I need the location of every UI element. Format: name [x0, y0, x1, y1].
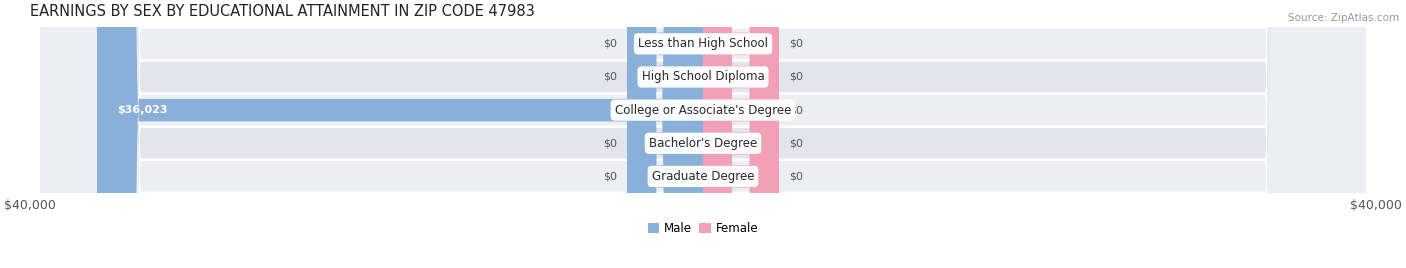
Text: $0: $0 — [603, 72, 617, 82]
Text: $0: $0 — [603, 138, 617, 148]
FancyBboxPatch shape — [703, 0, 779, 268]
FancyBboxPatch shape — [97, 0, 703, 268]
Text: $0: $0 — [603, 172, 617, 181]
FancyBboxPatch shape — [703, 0, 779, 268]
Text: $0: $0 — [789, 39, 803, 49]
Text: $36,023: $36,023 — [117, 105, 167, 115]
FancyBboxPatch shape — [41, 0, 1365, 268]
FancyBboxPatch shape — [703, 0, 779, 268]
FancyBboxPatch shape — [41, 0, 1365, 268]
FancyBboxPatch shape — [627, 0, 703, 268]
Text: Bachelor's Degree: Bachelor's Degree — [650, 137, 756, 150]
FancyBboxPatch shape — [41, 0, 1365, 268]
Text: Source: ZipAtlas.com: Source: ZipAtlas.com — [1288, 13, 1399, 23]
Text: $0: $0 — [789, 138, 803, 148]
Text: $0: $0 — [789, 172, 803, 181]
Text: Graduate Degree: Graduate Degree — [652, 170, 754, 183]
Text: $0: $0 — [603, 39, 617, 49]
Text: High School Diploma: High School Diploma — [641, 70, 765, 84]
FancyBboxPatch shape — [41, 0, 1365, 268]
FancyBboxPatch shape — [627, 0, 703, 268]
Text: Less than High School: Less than High School — [638, 37, 768, 50]
FancyBboxPatch shape — [703, 0, 779, 268]
FancyBboxPatch shape — [627, 0, 703, 268]
Text: $0: $0 — [789, 72, 803, 82]
FancyBboxPatch shape — [627, 0, 703, 268]
Text: College or Associate's Degree: College or Associate's Degree — [614, 104, 792, 117]
Text: EARNINGS BY SEX BY EDUCATIONAL ATTAINMENT IN ZIP CODE 47983: EARNINGS BY SEX BY EDUCATIONAL ATTAINMEN… — [30, 4, 534, 19]
Text: $0: $0 — [789, 105, 803, 115]
Legend: Male, Female: Male, Female — [643, 218, 763, 240]
FancyBboxPatch shape — [703, 0, 779, 268]
FancyBboxPatch shape — [41, 0, 1365, 268]
